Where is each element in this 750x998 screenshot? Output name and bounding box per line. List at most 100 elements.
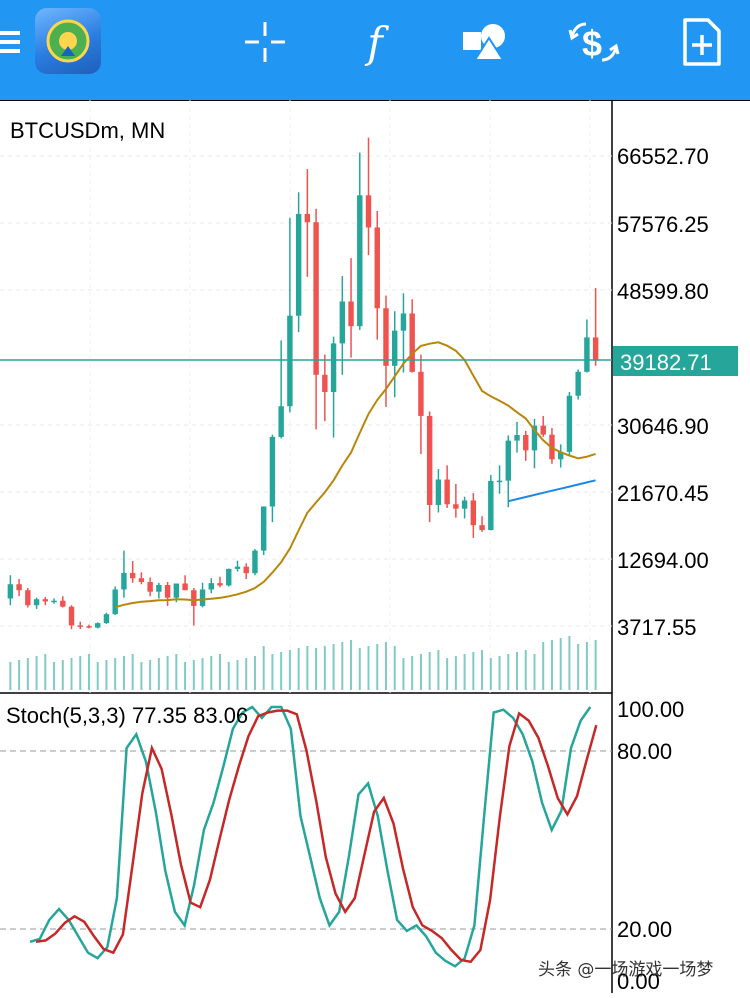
candle-body (138, 578, 145, 582)
trade-icon[interactable]: $ (566, 10, 622, 74)
candle-body (95, 623, 101, 628)
stochastic-panel: Stoch(5,3,3) 77.35 83.06 100.00 80.00 20… (0, 697, 684, 994)
menu-icon[interactable] (0, 10, 22, 74)
candle-body (461, 500, 468, 509)
candle-body (25, 590, 31, 606)
candle-body (287, 315, 293, 407)
candle-body (426, 415, 433, 505)
candle-body (234, 566, 241, 569)
moving-average-line-2 (508, 479, 596, 503)
candle-body (16, 584, 22, 591)
candle-body (164, 584, 171, 598)
candle-body (42, 599, 49, 602)
candle-body (400, 313, 407, 331)
svg-text:$: $ (582, 23, 602, 64)
candle-body (392, 330, 398, 366)
indicators-icon[interactable]: f (350, 10, 400, 74)
indicators-glyph: f (367, 17, 383, 67)
candle-body (51, 600, 57, 603)
candle-body (523, 435, 529, 451)
candle-body (514, 435, 520, 441)
current-price-label: 39182.71 (620, 350, 712, 375)
candle-body (129, 573, 136, 579)
current-price-box (613, 346, 738, 376)
candle-body (112, 589, 118, 615)
watermark: 头条 @一场游戏一场梦 (538, 960, 714, 980)
app-logo[interactable] (35, 8, 101, 74)
candle-body (505, 440, 511, 481)
moving-average-line (114, 341, 596, 609)
price-axis: 66552.70 57576.25 48599.80 30646.90 2167… (617, 144, 709, 640)
candle-body (33, 599, 40, 606)
candle-body (531, 425, 538, 451)
candle-body (208, 583, 214, 590)
candle-body (86, 626, 92, 628)
stoch-tick: 0.00 (617, 969, 660, 993)
chart-area[interactable]: 39182.71 BTCUSDm, MN 66552.70 57576.25 4… (0, 99, 750, 994)
candle-body (103, 614, 110, 624)
candle-body (584, 337, 590, 372)
stoch-tick: 20.00 (617, 917, 672, 942)
candle-body (199, 589, 206, 606)
candle-body (444, 479, 450, 505)
candle-body (243, 566, 249, 574)
candle-body (173, 583, 180, 598)
candle-body (374, 227, 380, 309)
candle-body (330, 343, 337, 393)
chart-grid (0, 100, 612, 693)
price-tick: 21670.45 (617, 481, 709, 506)
candles (7, 137, 599, 630)
candle-body (540, 425, 546, 435)
candle-body (409, 313, 415, 372)
candle-body (575, 371, 581, 396)
price-chart[interactable]: 39182.71 BTCUSDm, MN 66552.70 57576.25 4… (0, 99, 750, 994)
candle-body (77, 625, 83, 627)
candle-body (121, 573, 127, 590)
price-tick: 66552.70 (617, 144, 709, 169)
candle-body (557, 451, 564, 460)
stoch-label: Stoch(5,3,3) 77.35 83.06 (6, 703, 248, 728)
candle-body (252, 550, 258, 574)
symbol-label: BTCUSDm, MN (10, 118, 165, 143)
candle-body (269, 436, 276, 507)
candle-body (191, 590, 197, 606)
candle-body (470, 500, 477, 526)
candle-body (278, 406, 284, 437)
candle-body (147, 581, 153, 592)
candle-body (479, 525, 485, 531)
top-toolbar: f $ (0, 0, 750, 100)
candle-body (226, 568, 232, 586)
new-order-icon[interactable] (678, 10, 726, 74)
candle-body (453, 504, 459, 509)
candle-body (383, 308, 389, 366)
stoch-lines (29, 705, 598, 968)
stoch-signal-line (35, 709, 598, 964)
candle-body (260, 506, 267, 551)
candle-body (68, 606, 75, 626)
candle-body (592, 337, 599, 361)
moving-averages (114, 341, 596, 609)
candle-body (7, 584, 14, 599)
candle-body (348, 301, 354, 327)
candle-body (60, 600, 66, 607)
candle-body (217, 583, 223, 586)
crosshair-icon[interactable] (240, 10, 290, 74)
objects-icon[interactable] (458, 10, 512, 74)
candle-body (566, 395, 573, 452)
candle-body (365, 195, 372, 228)
candle-body (156, 584, 162, 592)
price-tick: 30646.90 (617, 414, 709, 439)
stoch-main-line (29, 705, 592, 968)
stoch-tick: 100.00 (617, 697, 684, 722)
volume-bars (9, 636, 597, 690)
candle-body (339, 301, 346, 344)
price-tick: 48599.80 (617, 279, 709, 304)
candle-body (357, 195, 363, 327)
stoch-tick: 80.00 (617, 739, 672, 764)
candle-body (182, 583, 188, 591)
candle-body (435, 479, 442, 505)
candle-body (496, 480, 503, 483)
candle-body (313, 222, 319, 375)
candle-body (488, 481, 494, 531)
price-tick: 57576.25 (617, 212, 709, 237)
